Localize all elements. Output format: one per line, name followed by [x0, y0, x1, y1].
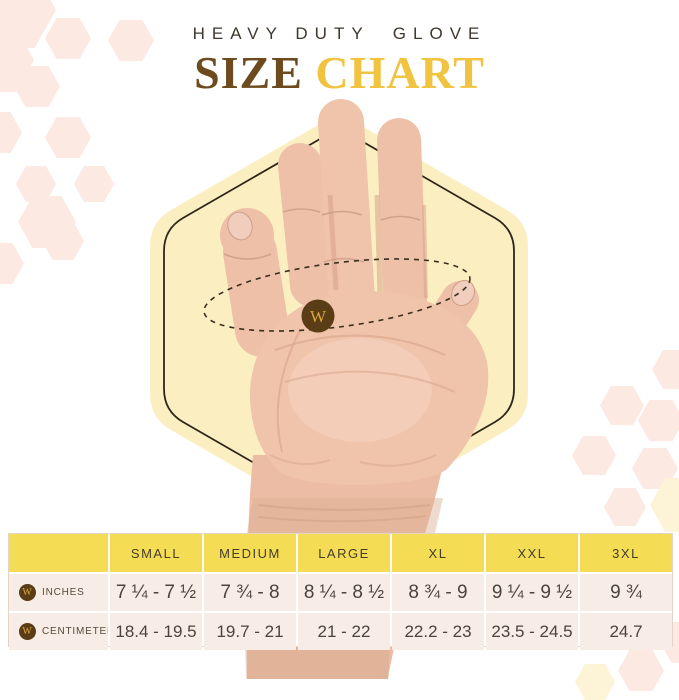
- column-header-xl: XL: [392, 534, 484, 572]
- brand-badge-letter: W: [310, 307, 327, 326]
- cm-medium: 19.7 - 21: [204, 613, 296, 650]
- cm-xxl: 23.5 - 24.5: [486, 613, 578, 650]
- inches-large: 8 ¼ - 8 ½: [298, 574, 390, 611]
- title-word-size: SIZE: [194, 47, 303, 98]
- inches-3xl: 9 ¾: [580, 574, 672, 611]
- eyebrow-title: HEAVY DUTY GLOVE: [192, 24, 487, 43]
- cm-xl: 22.2 - 23: [392, 613, 484, 650]
- column-header-xxl: XXL: [486, 534, 578, 572]
- cm-3xl: 24.7: [580, 613, 672, 650]
- inches-medium: 7 ¾ - 8: [204, 574, 296, 611]
- table-corner-cell: [9, 534, 108, 572]
- inches-xxl: 9 ¼ - 9 ½: [486, 574, 578, 611]
- column-header-medium: MEDIUM: [204, 534, 296, 572]
- page-title: SIZE CHART: [0, 50, 679, 96]
- row-label-inches: W INCHES: [9, 574, 108, 611]
- measuring-ellipse: [203, 258, 471, 332]
- row-label-centimeters: W CENTIMETERS: [9, 613, 108, 650]
- header: HEAVY DUTY GLOVE SIZE CHART: [0, 24, 679, 96]
- deco-hexagon: [14, 66, 60, 107]
- inches-xl: 8 ¾ - 9: [392, 574, 484, 611]
- column-header-small: SMALL: [110, 534, 202, 572]
- row-label-text: INCHES: [42, 587, 85, 598]
- w-badge-icon: W: [19, 623, 36, 640]
- brand-badge: W: [301, 299, 335, 333]
- column-header-large: LARGE: [298, 534, 390, 572]
- row-label-text: CENTIMETERS: [42, 626, 108, 637]
- w-badge-icon: W: [19, 584, 36, 601]
- inches-small: 7 ¼ - 7 ½: [110, 574, 202, 611]
- hand-measurement-illustration: W: [150, 99, 528, 679]
- column-header-3xl: 3XL: [580, 534, 672, 572]
- size-table: SMALL MEDIUM LARGE XL XXL 3XL W INCHES 7…: [8, 533, 673, 650]
- cm-small: 18.4 - 19.5: [110, 613, 202, 650]
- title-word-chart: CHART: [315, 47, 485, 98]
- cm-large: 21 - 22: [298, 613, 390, 650]
